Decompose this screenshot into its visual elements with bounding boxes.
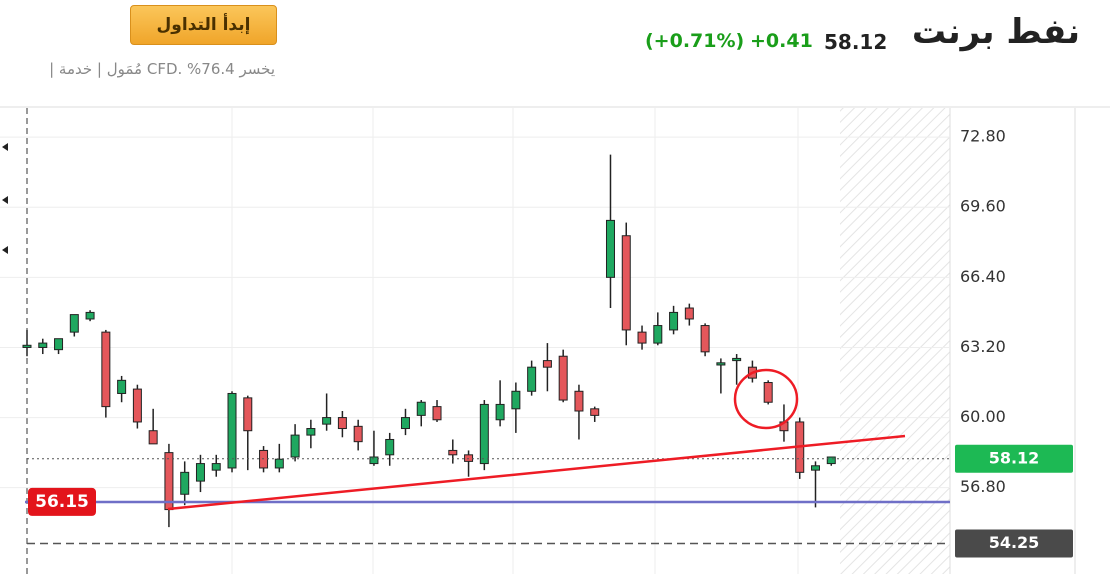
candle-body bbox=[69, 314, 79, 333]
candle-body bbox=[669, 311, 679, 331]
candle-body bbox=[700, 325, 710, 353]
candle-body bbox=[811, 465, 820, 471]
candle-body bbox=[337, 417, 347, 430]
candle-body bbox=[558, 355, 568, 401]
candle-body bbox=[763, 382, 773, 403]
candle-body bbox=[101, 331, 111, 408]
candle-body bbox=[574, 390, 584, 412]
candle-body bbox=[385, 438, 395, 456]
candle-body bbox=[653, 325, 663, 344]
y-tick-label: 66.40 bbox=[960, 267, 1006, 286]
candle-body bbox=[511, 390, 521, 410]
candle-body bbox=[448, 449, 458, 456]
candle-body bbox=[605, 219, 615, 278]
candle-body bbox=[621, 235, 631, 331]
candle-body bbox=[117, 379, 127, 394]
candle-body bbox=[637, 331, 647, 344]
candle-body bbox=[495, 403, 505, 421]
vertical-grid bbox=[231, 108, 799, 574]
candle-body bbox=[22, 344, 32, 348]
candle-body bbox=[274, 458, 284, 469]
candle-body bbox=[322, 417, 332, 425]
candle-body bbox=[306, 428, 316, 436]
candle-body bbox=[353, 425, 363, 443]
price-change-percent: (+0.71%) bbox=[645, 30, 745, 52]
price-label: 54.25 bbox=[989, 533, 1040, 552]
price-label-box bbox=[955, 444, 1073, 473]
candle-body bbox=[716, 362, 726, 366]
candle-body bbox=[243, 397, 253, 432]
highlight-circle bbox=[733, 368, 799, 430]
future-area bbox=[840, 108, 950, 574]
candle-body bbox=[195, 463, 205, 482]
price-label: 58.12 bbox=[989, 448, 1040, 467]
candle-body bbox=[732, 357, 742, 362]
candle-body bbox=[227, 392, 237, 469]
price-change: +0.41 bbox=[750, 30, 813, 52]
y-tick-label: 72.80 bbox=[960, 127, 1006, 146]
candle-body bbox=[684, 307, 694, 320]
candle-body bbox=[826, 456, 836, 465]
candle-body bbox=[464, 454, 474, 462]
start-trading-button[interactable]: إبدأ التداول bbox=[130, 5, 277, 45]
instrument-title: نفط برنت bbox=[911, 12, 1080, 52]
y-tick-label: 56.80 bbox=[960, 477, 1006, 496]
candle-body bbox=[479, 403, 489, 465]
y-tick-label: 63.20 bbox=[960, 337, 1006, 356]
price-label: 56.15 bbox=[35, 492, 89, 512]
tool-marker bbox=[2, 143, 8, 151]
price-label-box bbox=[28, 487, 96, 516]
candle-body bbox=[290, 434, 300, 458]
candle-body bbox=[432, 406, 442, 421]
candle-body bbox=[527, 366, 537, 392]
candle-body bbox=[211, 463, 221, 471]
candle-body bbox=[416, 401, 426, 416]
candle-body bbox=[369, 456, 379, 465]
y-tick-label: 60.00 bbox=[960, 407, 1006, 426]
y-tick-label: 69.60 bbox=[960, 197, 1006, 216]
price-label-box bbox=[955, 529, 1073, 558]
candle-body bbox=[590, 408, 600, 416]
candle-body bbox=[54, 338, 64, 351]
candle-body bbox=[148, 430, 158, 445]
candle-body bbox=[85, 311, 95, 320]
price: 58.12 bbox=[824, 30, 888, 54]
candle-body bbox=[400, 417, 410, 430]
tool-marker bbox=[2, 196, 8, 204]
trend-line bbox=[167, 434, 906, 511]
drawing-tools bbox=[2, 143, 8, 254]
candle-body bbox=[38, 342, 48, 348]
candle-body bbox=[542, 360, 552, 368]
candle-body bbox=[132, 388, 142, 423]
disclaimer: | مُمَول | خدمة CFD. %76.4 يخسر bbox=[49, 60, 275, 78]
candle-body bbox=[180, 471, 190, 495]
tool-marker bbox=[2, 246, 8, 254]
